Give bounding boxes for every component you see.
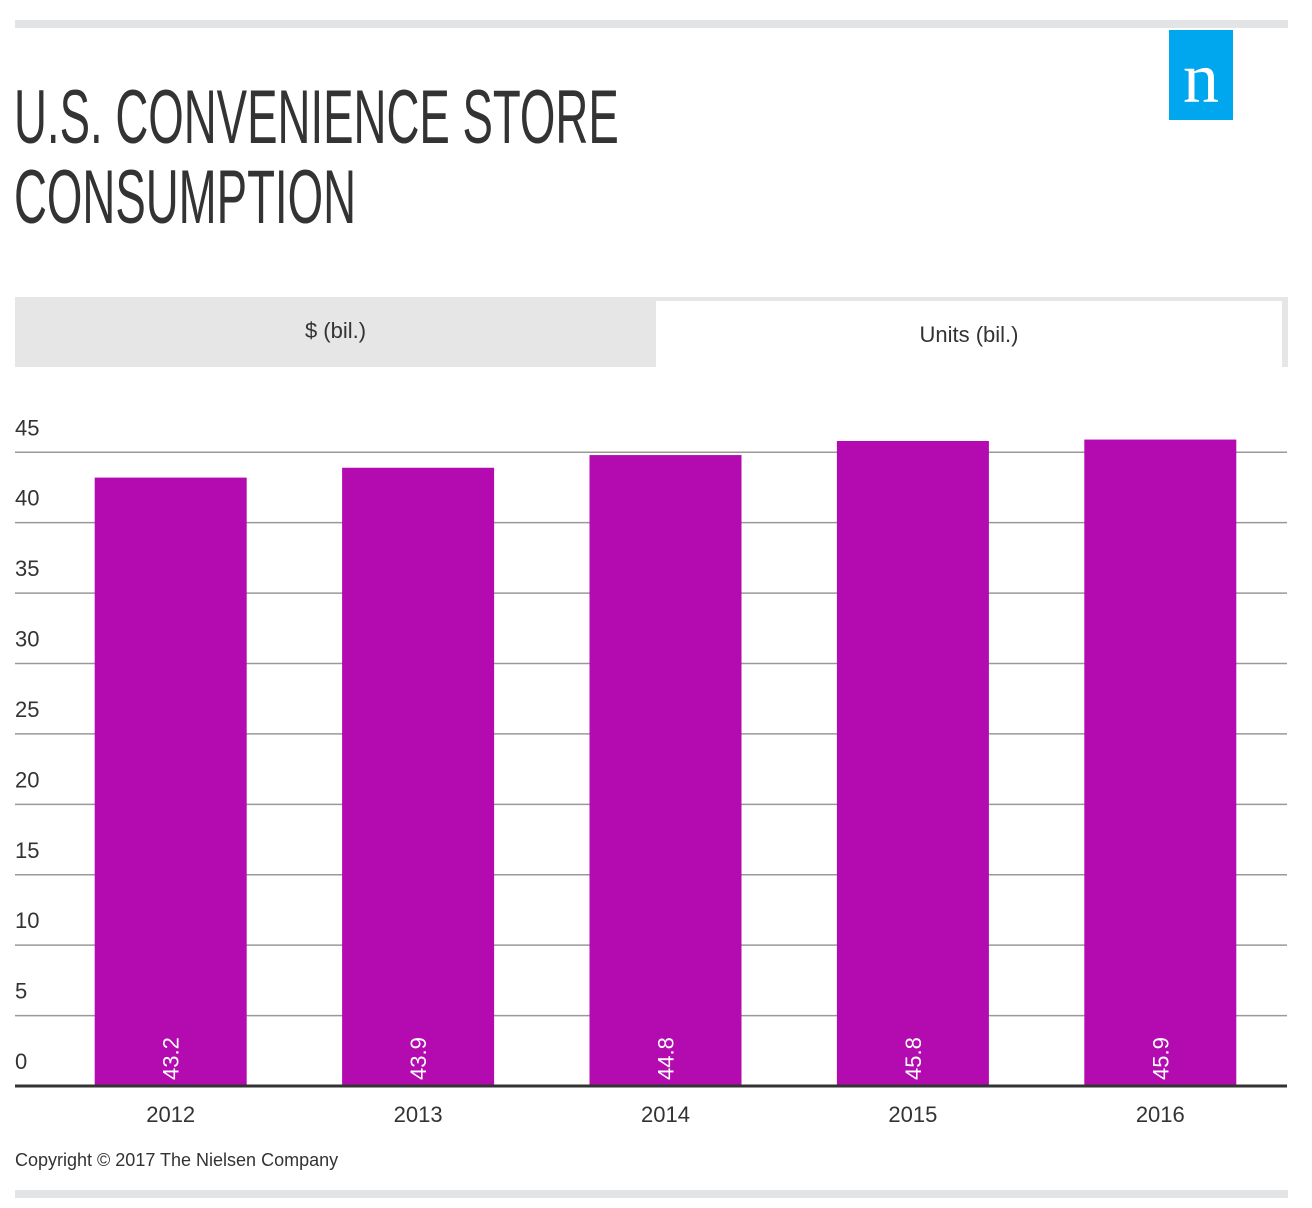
copyright: Copyright © 2017 The Nielsen Company: [15, 1150, 339, 1170]
value-label: 45.9: [1148, 1037, 1173, 1080]
y-tick-label: 20: [15, 767, 39, 792]
bar: [342, 467, 495, 1086]
bar: [1084, 439, 1237, 1086]
logo: n: [1169, 30, 1233, 120]
y-tick-label: 10: [15, 908, 39, 933]
x-tick-label: 2013: [394, 1102, 443, 1127]
y-tick-label: 45: [15, 415, 39, 440]
y-tick-label: 30: [15, 627, 39, 652]
y-tick-label: 5: [15, 979, 27, 1004]
tab-active[interactable]: Units (bil.): [656, 297, 1288, 367]
bar: [94, 477, 247, 1087]
chart-title: U.S. CONVENIENCE STORE CONSUMPTION: [14, 75, 619, 240]
top-rule: [15, 20, 1288, 28]
x-tick-label: 2012: [146, 1102, 195, 1127]
bottom-rule: [15, 1190, 1288, 1198]
value-label: 45.8: [901, 1037, 926, 1080]
x-tick-label: 2015: [888, 1102, 937, 1127]
y-tick-label: 15: [15, 838, 39, 863]
tab[interactable]: $ (bil.): [15, 297, 656, 367]
value-label: 43.9: [406, 1037, 431, 1080]
value-label: 43.2: [159, 1037, 184, 1080]
bar: [836, 440, 989, 1086]
x-tick-label: 2016: [1136, 1102, 1185, 1127]
value-label: 44.8: [654, 1037, 679, 1080]
y-tick-label: 40: [15, 486, 39, 511]
x-tick-label: 2014: [641, 1102, 690, 1127]
bar: [589, 455, 742, 1087]
y-tick-label: 25: [15, 697, 39, 722]
y-tick-label: 35: [15, 556, 39, 581]
y-tick-label: 0: [15, 1049, 27, 1074]
